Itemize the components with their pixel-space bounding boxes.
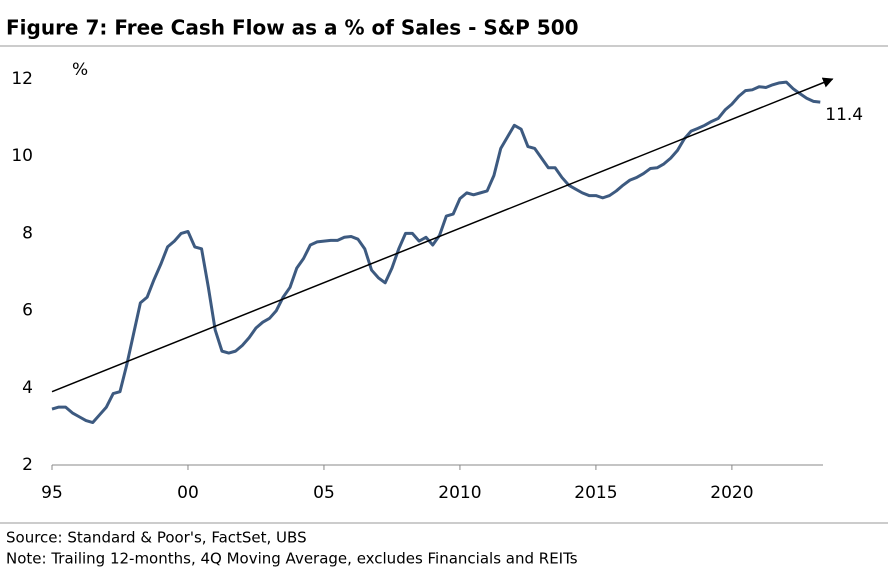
trend-arrow <box>51 77 834 393</box>
x-tick-label: 2015 <box>574 483 617 503</box>
chart-title: Figure 7: Free Cash Flow as a % of Sales… <box>6 16 579 40</box>
source: Source: Standard & Poor's, FactSet, UBS <box>6 529 307 547</box>
y-tick-label: 6 <box>22 301 33 321</box>
y-tick-label: 12 <box>11 69 33 89</box>
x-tick-label: 05 <box>313 483 335 503</box>
y-tick-label: 10 <box>11 146 33 166</box>
y-tick-label: 2 <box>22 455 33 475</box>
series-line <box>51 80 821 425</box>
y-tick-label: 4 <box>22 378 33 398</box>
note: Note: Trailing 12-months, 4Q Moving Aver… <box>6 550 578 568</box>
x-tick-label: 2020 <box>710 483 753 503</box>
y-tick-label: 8 <box>22 223 33 243</box>
x-tick-label: 00 <box>177 483 199 503</box>
x-tick-label: 95 <box>41 483 63 503</box>
end-annotation: 11.4 <box>825 105 863 125</box>
y-axis-label: % <box>72 60 88 80</box>
x-tick-label: 2010 <box>438 483 481 503</box>
